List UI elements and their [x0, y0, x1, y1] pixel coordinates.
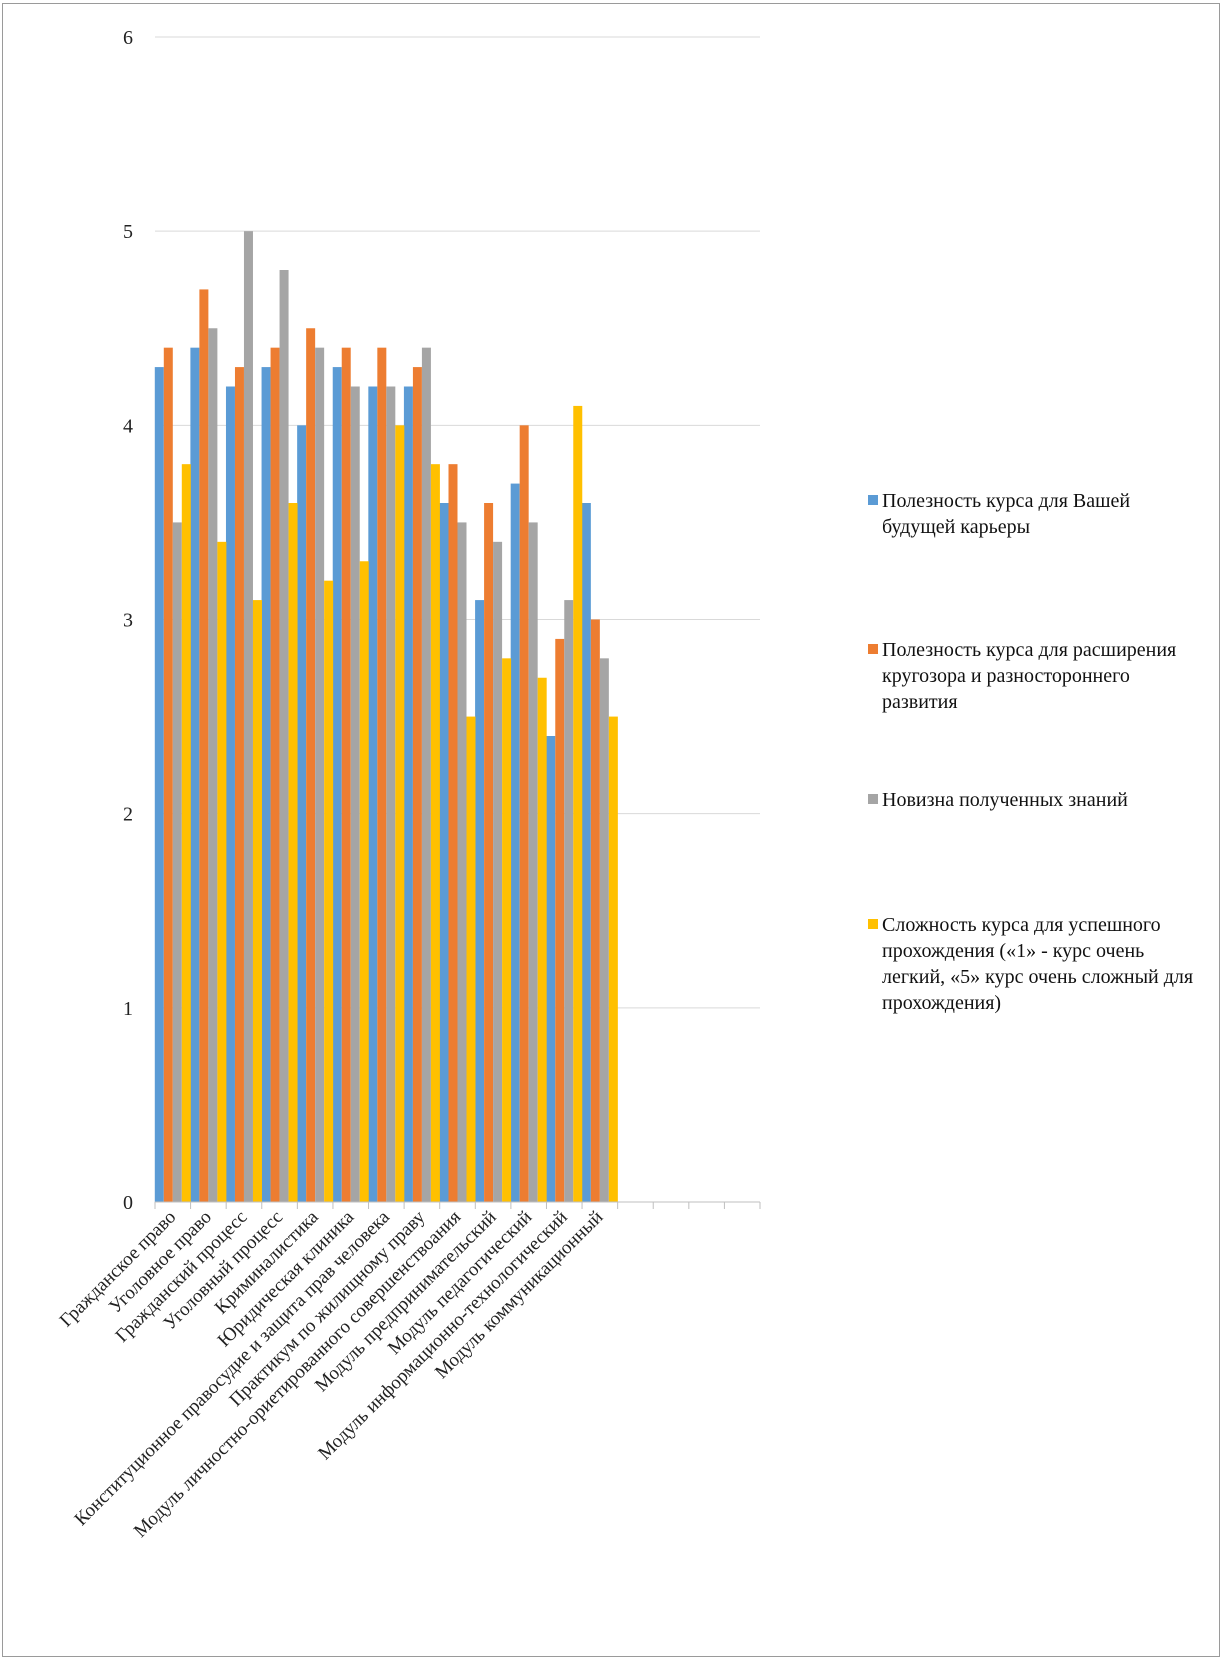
y-tick-label: 6 [123, 27, 133, 49]
bar [163, 347, 173, 1203]
legend-item: Новизна полученных знаний [868, 787, 1208, 813]
bar [324, 580, 334, 1202]
bar [448, 464, 458, 1203]
bar [199, 289, 209, 1203]
bar [403, 386, 413, 1202]
bar [528, 522, 538, 1202]
bar [359, 561, 369, 1202]
bar [341, 347, 351, 1203]
bar [430, 464, 440, 1203]
chart-frame [2, 3, 1220, 1657]
legend-swatch [868, 495, 878, 505]
legend-item: Полезность курса для расширения кругозор… [868, 637, 1208, 715]
bar [502, 658, 512, 1202]
bar [368, 386, 378, 1202]
bar [581, 503, 591, 1202]
bar [377, 347, 387, 1203]
bar [573, 405, 583, 1203]
y-tick-label: 4 [123, 415, 133, 437]
legend-swatch [868, 794, 878, 804]
bar [315, 347, 325, 1203]
bar [555, 638, 565, 1202]
bar [510, 483, 520, 1202]
bar [208, 328, 218, 1202]
y-tick-label: 1 [123, 998, 133, 1020]
y-tick-label: 0 [123, 1192, 133, 1214]
bar [493, 541, 503, 1202]
bar [252, 600, 262, 1202]
bar [590, 619, 600, 1202]
legend-label: Новизна полученных знаний [882, 789, 1128, 811]
legend-item: Полезность курса для Вашей будущей карье… [868, 488, 1208, 540]
bar [181, 464, 191, 1203]
bar [154, 367, 164, 1202]
legend-swatch [868, 919, 878, 929]
bar [243, 231, 253, 1202]
bar [225, 386, 235, 1202]
bar [350, 386, 360, 1202]
bar [475, 600, 485, 1202]
bar [190, 347, 200, 1203]
y-tick-label: 2 [123, 804, 133, 826]
legend-label: Полезность курса для расширения кругозор… [882, 639, 1177, 713]
bar [457, 522, 467, 1202]
bar [306, 328, 316, 1202]
bar [386, 386, 396, 1202]
bar [412, 367, 422, 1202]
bar [297, 425, 307, 1202]
bar [519, 425, 529, 1202]
bar [395, 425, 405, 1202]
bar [466, 716, 476, 1202]
bar [288, 503, 298, 1202]
bar [546, 736, 556, 1202]
legend-swatch [868, 644, 878, 654]
bar [261, 367, 271, 1202]
legend-item: Сложность курса для успешного прохождени… [868, 912, 1208, 1016]
bar [217, 541, 227, 1202]
bar [537, 677, 547, 1202]
legend-label: Сложность курса для успешного прохождени… [882, 914, 1194, 1014]
bar [599, 658, 609, 1202]
legend-label: Полезность курса для Вашей будущей карье… [882, 490, 1131, 538]
bar [608, 716, 618, 1202]
bar [172, 522, 182, 1202]
legend: Полезность курса для Вашей будущей карье… [868, 0, 1218, 1660]
bar [332, 367, 342, 1202]
bar [234, 367, 244, 1202]
bar [439, 503, 449, 1202]
bar [270, 347, 280, 1203]
y-tick-label: 3 [123, 610, 133, 632]
bar [484, 503, 494, 1202]
y-tick-label: 5 [123, 221, 133, 243]
bar [279, 270, 289, 1202]
bar [421, 347, 431, 1203]
bar [564, 600, 574, 1202]
